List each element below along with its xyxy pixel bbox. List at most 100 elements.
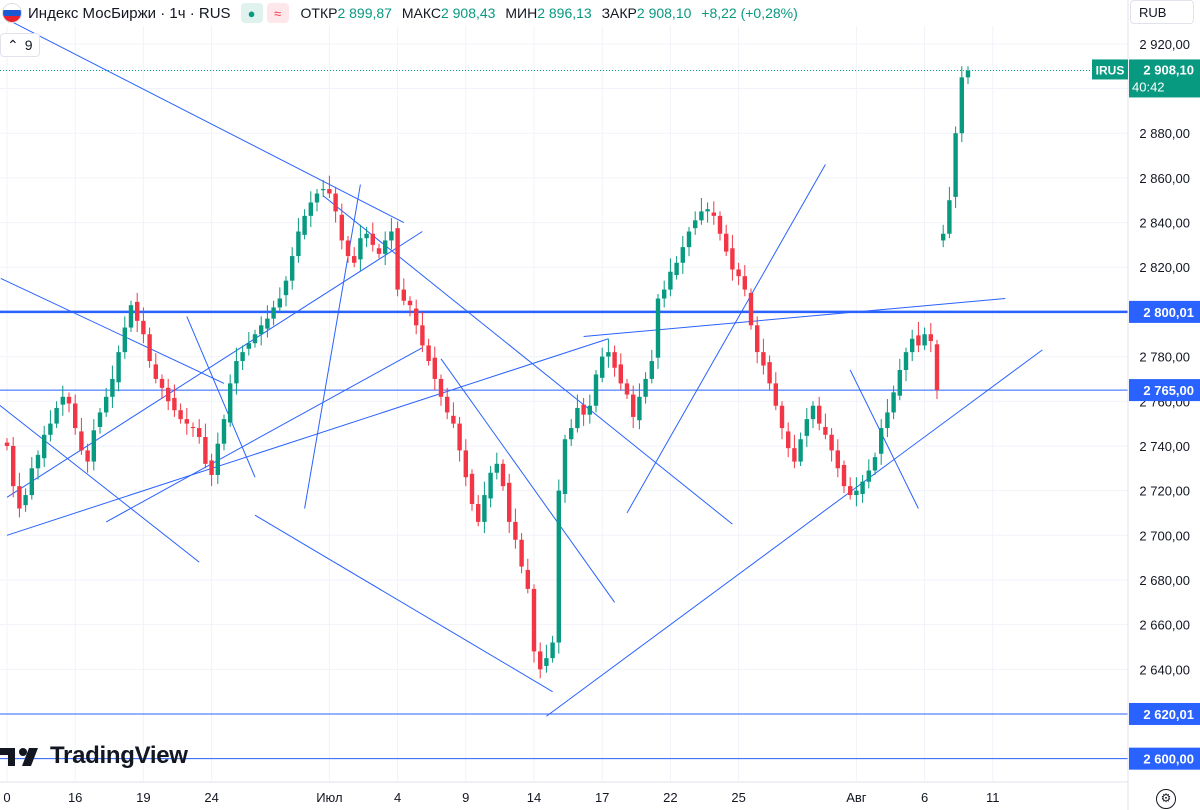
x-tick-label: Июл: [316, 790, 342, 805]
trendline[interactable]: [6, 338, 609, 536]
trendline[interactable]: [186, 316, 256, 478]
candle-body: [190, 426, 196, 429]
trendline[interactable]: [849, 369, 919, 509]
candle-body: [581, 404, 586, 415]
candle-body: [110, 378, 115, 397]
level-price-label: 2 620,01: [1143, 707, 1194, 722]
candle-body: [934, 344, 940, 391]
level-price-label: 2 765,00: [1143, 383, 1194, 398]
candle-body: [835, 450, 840, 469]
change-value: +8,22 (+0,28%): [701, 5, 798, 21]
chevron-up-icon[interactable]: ⌃: [7, 36, 19, 53]
candle-body: [290, 256, 295, 281]
candle-body: [91, 430, 96, 462]
trendline[interactable]: [6, 18, 405, 224]
candle-body: [153, 364, 158, 379]
trendline[interactable]: [546, 349, 1043, 717]
candle-body: [97, 412, 103, 427]
candle-body: [705, 209, 710, 212]
candle-body: [742, 276, 747, 290]
candle-body: [779, 405, 785, 429]
indicator-toggle[interactable]: ⌃ 9: [0, 33, 40, 57]
candle-body: [438, 378, 444, 397]
candle-body: [823, 426, 828, 435]
high-label: МАКС: [401, 5, 441, 21]
trendline[interactable]: [6, 231, 423, 498]
candle-body: [854, 490, 859, 496]
settings-icon[interactable]: ⚙: [1156, 789, 1176, 809]
candle-body: [668, 271, 673, 290]
candle-body: [612, 352, 617, 368]
trendline[interactable]: [0, 401, 200, 563]
candle-body: [271, 307, 276, 319]
currency-selector[interactable]: RUB: [1130, 0, 1194, 24]
candle-body: [767, 362, 772, 384]
candle-body: [209, 460, 214, 475]
tradingview-logo[interactable]: TradingView: [0, 742, 188, 770]
candle-body: [488, 472, 493, 499]
candle-body: [513, 521, 518, 540]
candle-body: [296, 231, 301, 257]
trendlines[interactable]: [0, 18, 1043, 717]
logo-wordmark: TradingView: [50, 742, 188, 769]
candle-body: [327, 189, 332, 194]
time-axis[interactable]: 0 16 19 24 Июл 4 9 14 17 22 25 Авг 6 11: [0, 781, 1128, 805]
candle-body: [11, 445, 16, 487]
candle-body: [259, 325, 264, 335]
delayed-data-icon[interactable]: ≈: [266, 3, 289, 23]
trendline[interactable]: [105, 347, 423, 523]
trendline[interactable]: [440, 358, 616, 603]
candle-body: [903, 352, 909, 370]
trendline[interactable]: [304, 184, 361, 509]
x-tick-label: 19: [136, 790, 150, 805]
candle-body: [432, 357, 437, 379]
trendline[interactable]: [254, 514, 553, 693]
candle-body: [221, 419, 227, 444]
candle-body: [283, 280, 289, 296]
candle-body: [215, 443, 220, 475]
x-tick-label: 4: [394, 790, 401, 805]
indicator-count: 9: [24, 37, 33, 53]
candle-body: [184, 419, 189, 424]
trendline[interactable]: [626, 164, 826, 514]
candle-body: [525, 569, 530, 589]
trendline[interactable]: [0, 277, 225, 384]
candle-body: [141, 320, 146, 335]
candle-body: [128, 305, 134, 328]
y-tick-label: 2 720,00: [1139, 484, 1190, 499]
candle-body: [240, 352, 245, 362]
candle-body: [798, 439, 803, 462]
candle-body: [321, 189, 326, 191]
symbol-title[interactable]: Индекс МосБиржи · 1ч · RUS: [28, 4, 231, 22]
candle-body: [550, 642, 555, 659]
candle-body: [643, 378, 648, 397]
candle-body: [172, 397, 177, 411]
horizontal-levels[interactable]: [0, 310, 1128, 760]
candle-body: [42, 434, 47, 459]
market-open-icon[interactable]: ●: [240, 3, 263, 23]
y-tick-label: 2 660,00: [1139, 618, 1190, 633]
candle-body: [420, 325, 425, 346]
candle-body: [655, 298, 661, 358]
candle-body: [587, 405, 592, 415]
x-tick-label: 25: [731, 790, 745, 805]
candle-body: [500, 463, 506, 487]
candle-body: [122, 327, 127, 353]
high-value: 2 908,43: [440, 5, 496, 21]
candle-body: [178, 410, 183, 420]
x-tick-label: Авг: [846, 790, 867, 805]
candle-body: [482, 495, 487, 522]
x-tick-label: 0: [3, 790, 10, 805]
trendline[interactable]: [322, 195, 733, 525]
candle-body: [60, 396, 65, 405]
candle-body: [724, 233, 729, 252]
price-tags: 2 800,01 2 765,00 2 620,01 2 600,00 IRUS 2 90…: [1092, 59, 1200, 770]
price-axis[interactable]: 2 600,002 620,002 640,002 660,002 680,00…: [1127, 0, 1190, 810]
ticker-tag: [1092, 59, 1128, 80]
candle-body: [469, 473, 475, 505]
trendline[interactable]: [583, 298, 1006, 337]
ticker-tag-label: IRUS: [1096, 63, 1125, 77]
candle-body: [879, 428, 884, 454]
candle-body: [922, 334, 927, 346]
